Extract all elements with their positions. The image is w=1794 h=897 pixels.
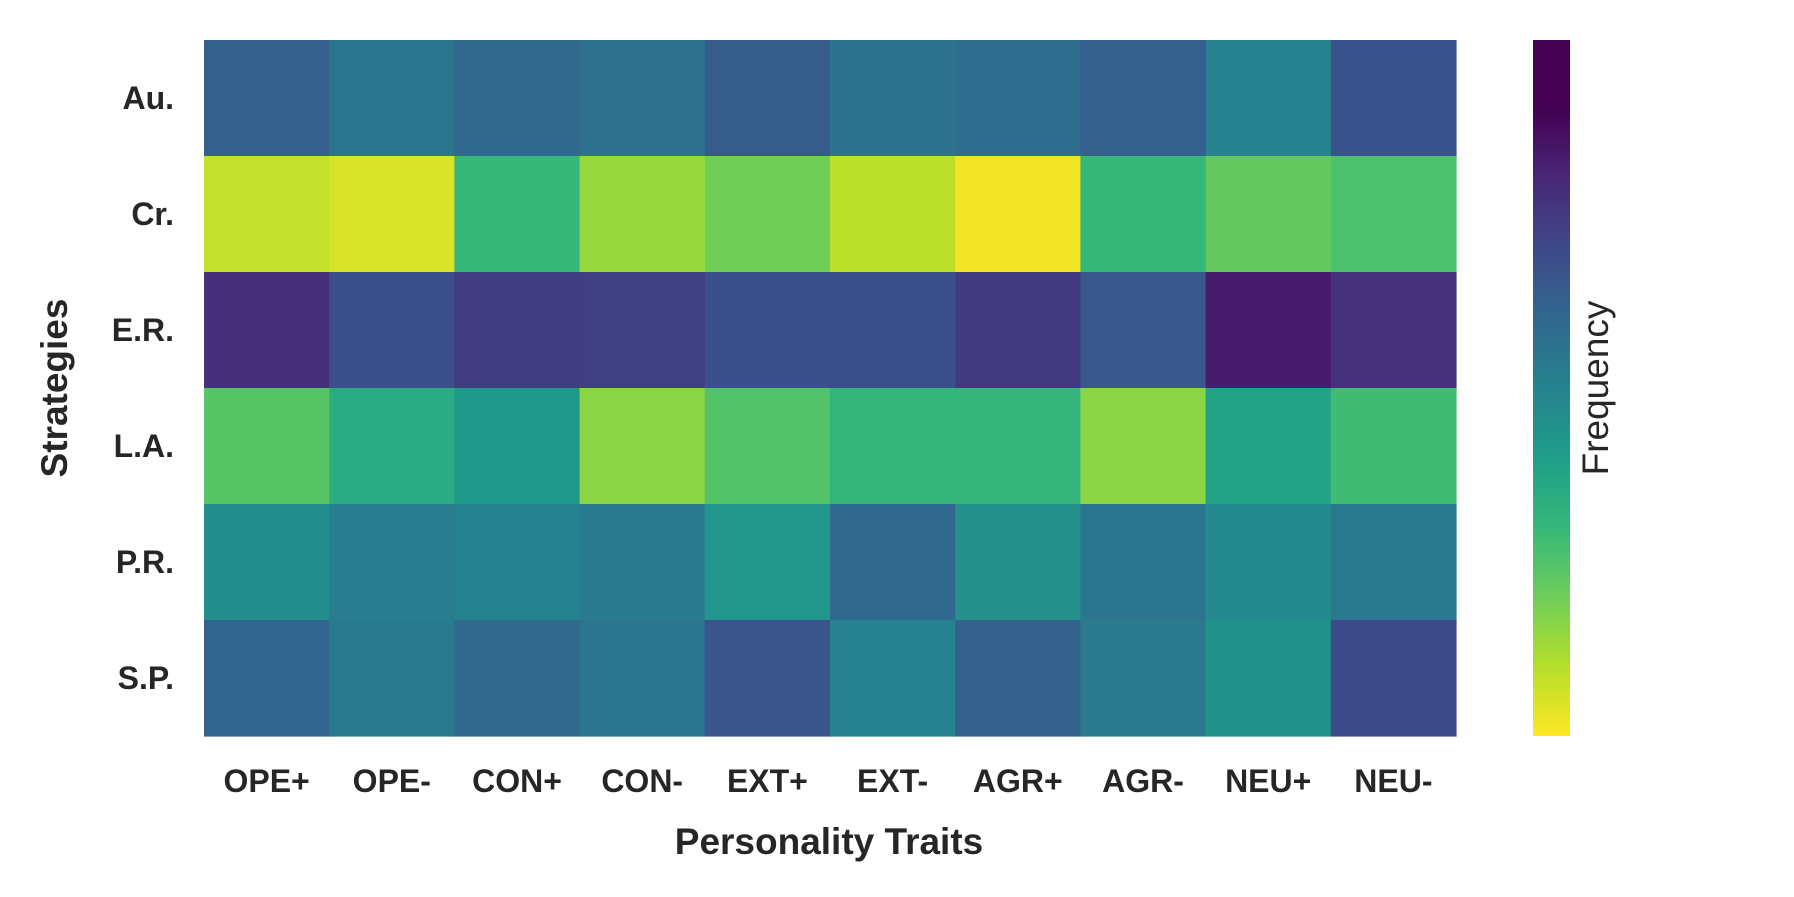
heatmap-cell [1080,156,1207,273]
heatmap-cell [1205,272,1332,389]
heatmap-cell [955,388,1081,505]
heatmap-cell [704,620,831,737]
colorbar-label: Frequency [1575,300,1616,475]
heatmap-cell [454,156,581,273]
heatmap-cell [204,156,330,273]
y-tick-label: P.R. [116,544,174,580]
heatmap-cell [1330,504,1457,621]
x-tick-label: AGR- [1102,763,1184,799]
heatmap-cell [704,156,831,273]
heatmap-cell [830,388,956,505]
heatmap-cell [454,272,581,389]
y-tick-label: S.P. [118,660,174,696]
heatmap-cell [704,272,831,389]
heatmap-cell [1205,388,1332,505]
x-axis-label: Personality Traits [675,821,983,862]
heatmap-cell [454,620,581,737]
heatmap-cell [1205,40,1332,157]
heatmap-cell [1330,388,1457,505]
heatmap-cell [1080,504,1207,621]
x-tick-label: OPE+ [223,763,309,799]
heatmap-cell [830,504,956,621]
y-axis-label: Strategies [34,299,75,478]
heatmap-cell [955,156,1081,273]
heatmap-cell [830,156,956,273]
heatmap-cell [204,504,330,621]
heatmap-cell [329,620,455,737]
heatmap-cell [329,156,455,273]
heatmap-cell [1330,620,1457,737]
heatmap-cell [579,620,706,737]
heatmap-cell [579,388,706,505]
x-tick-label: CON- [601,763,683,799]
x-tick-label: EXT+ [727,763,808,799]
heatmap-cell [204,272,330,389]
heatmap-cell [830,40,956,157]
heatmap-cell [830,272,956,389]
heatmap-cell [204,40,330,157]
x-tick-label: EXT- [857,763,928,799]
x-tick-labels: OPE+ OPE- CON+ CON- EXT+ EXT- AGR+ AGR- NEU+ NEU- [223,763,1432,799]
heatmap-cell [329,504,455,621]
heatmap-cell [1080,388,1207,505]
y-tick-label: L.A. [114,428,174,464]
heatmap-cell [204,388,330,505]
heatmap-cell [1205,156,1332,273]
heatmap-cell [1080,620,1207,737]
heatmap-cell [1330,40,1457,157]
heatmap-cell [955,620,1081,737]
heatmap-cell [704,40,831,157]
y-tick-label: Au. [122,80,174,116]
heatmap-cell [329,388,455,505]
heatmap-cell [1330,272,1457,389]
heatmap-cell [579,156,706,273]
heatmap-cell [454,388,581,505]
heatmap-cell [955,504,1081,621]
heatmap-cell [955,40,1081,157]
heatmap-cell [329,40,455,157]
heatmap-cell [1205,504,1332,621]
x-tick-label: OPE- [353,763,431,799]
heatmap-cell [955,272,1081,389]
heatmap-cell [1080,272,1207,389]
heatmap-cell [579,40,706,157]
heatmap-cell [704,388,831,505]
x-tick-label: NEU+ [1225,763,1311,799]
y-tick-labels: Au. Cr. E.R. L.A. P.R. S.P. [112,80,174,696]
heatmap-cell [704,504,831,621]
y-tick-label: E.R. [112,312,174,348]
heatmap-cells [204,40,1457,737]
heatmap-cell [454,40,581,157]
x-tick-label: NEU- [1354,763,1432,799]
heatmap-cell [1080,40,1207,157]
x-tick-label: CON+ [472,763,562,799]
y-tick-label: Cr. [131,196,174,232]
heatmap-cell [830,620,956,737]
heatmap-cell [454,504,581,621]
heatmap-cell [204,620,330,737]
heatmap-cell [579,504,706,621]
x-tick-label: AGR+ [973,763,1063,799]
colorbar [1533,40,1570,736]
heatmap-cell [329,272,455,389]
heatmap-cell [1205,620,1332,737]
heatmap-cell [579,272,706,389]
heatmap-cell [1330,156,1457,273]
